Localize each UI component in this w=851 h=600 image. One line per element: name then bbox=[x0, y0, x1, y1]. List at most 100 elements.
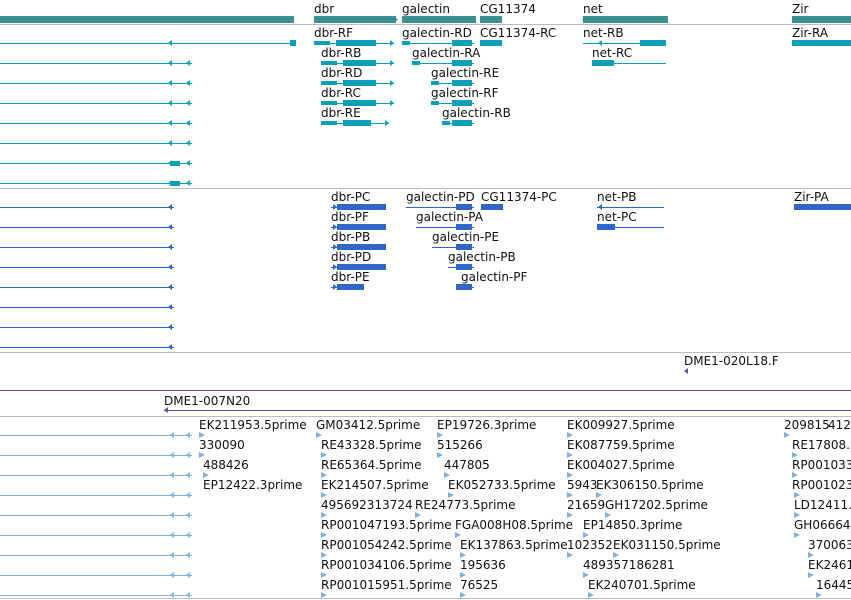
est-label[interactable]: EP19726.3prime bbox=[437, 418, 537, 432]
est-label[interactable]: 489357186281 bbox=[583, 558, 675, 572]
est-label[interactable]: EK009927.5prime bbox=[567, 418, 675, 432]
transcript-label[interactable]: dbr-RD bbox=[321, 66, 363, 80]
est-arrow bbox=[567, 472, 573, 478]
est-label[interactable]: 488426 bbox=[203, 458, 249, 472]
est-label[interactable]: RE43328.5prime bbox=[321, 438, 422, 452]
est-label[interactable]: RE17808. bbox=[792, 438, 850, 452]
transcript-label[interactable]: dbr-RB bbox=[321, 46, 362, 60]
gene-label[interactable]: galectin bbox=[402, 2, 450, 16]
protein-label[interactable]: dbr-PF bbox=[331, 210, 369, 224]
est-arrow bbox=[794, 532, 800, 538]
est-label[interactable]: RP001047193.5prime bbox=[321, 518, 452, 532]
transcript-exon bbox=[402, 41, 410, 45]
clone-label[interactable]: DME1-020L18.F bbox=[684, 354, 779, 368]
est-label[interactable]: 76525 bbox=[460, 578, 499, 592]
est-label[interactable]: EP12422.3prime bbox=[203, 478, 303, 492]
est-label[interactable]: GH17202.5prime bbox=[605, 498, 708, 512]
protein-label[interactable]: galectin-PF bbox=[461, 270, 528, 284]
est-arrow bbox=[588, 592, 594, 598]
est-label[interactable]: EK240701.5prime bbox=[588, 578, 696, 592]
transcript-label[interactable]: net-RC bbox=[592, 46, 633, 60]
est-label[interactable]: EK087759.5prime bbox=[567, 438, 675, 452]
gene-label[interactable]: Zir bbox=[792, 2, 809, 16]
protein-label[interactable]: Zir-PA bbox=[794, 190, 829, 204]
gene-label[interactable]: net bbox=[583, 2, 603, 16]
transcript-exon bbox=[412, 61, 420, 65]
protein-label[interactable]: dbr-PB bbox=[331, 230, 371, 244]
est-label[interactable]: RP001034106.5prime bbox=[321, 558, 452, 572]
transcript-label[interactable]: galectin-RB bbox=[442, 106, 511, 120]
est-arrow bbox=[816, 592, 822, 598]
est-label[interactable]: 209815 bbox=[784, 418, 830, 432]
est-label[interactable]: RE65364.5prime bbox=[321, 458, 422, 472]
transcript-label[interactable]: Zir-RA bbox=[792, 26, 829, 40]
transcript-label[interactable]: galectin-RD bbox=[402, 26, 472, 40]
est-label[interactable]: 102352 bbox=[567, 538, 613, 552]
est-label[interactable]: LD12411. bbox=[794, 498, 851, 512]
est-label[interactable]: 447805 bbox=[444, 458, 490, 472]
transcript-exon bbox=[452, 60, 472, 66]
est-label[interactable]: EP14850.3prime bbox=[583, 518, 683, 532]
est-arrow bbox=[186, 592, 190, 598]
transcript-label[interactable]: dbr-RC bbox=[321, 86, 361, 100]
transcript-label[interactable]: net-RB bbox=[583, 26, 624, 40]
est-label[interactable]: EK306150.5prime bbox=[596, 478, 704, 492]
est-label[interactable]: 370063 bbox=[808, 538, 851, 552]
est-label[interactable]: 5943 bbox=[567, 478, 598, 492]
est-label[interactable]: 412 bbox=[828, 418, 851, 432]
est-label[interactable]: 495692313724 bbox=[321, 498, 413, 512]
protein-strand-arrow bbox=[168, 204, 172, 210]
est-arrow bbox=[460, 572, 466, 578]
transcript-label[interactable]: galectin-RF bbox=[431, 86, 499, 100]
est-label[interactable]: EK052733.5prime bbox=[448, 478, 556, 492]
protein-strand-arrow bbox=[598, 204, 602, 210]
est-arrow bbox=[437, 432, 443, 438]
est-label[interactable]: EK214507.5prime bbox=[321, 478, 429, 492]
est-label[interactable]: RP001033 bbox=[792, 458, 851, 472]
protein-exon bbox=[456, 204, 472, 210]
est-label[interactable]: RP001015951.5prime bbox=[321, 578, 452, 592]
track-separator bbox=[0, 188, 851, 189]
track-separator bbox=[0, 598, 851, 599]
protein-label[interactable]: dbr-PC bbox=[331, 190, 371, 204]
est-label[interactable]: RP001054242.5prime bbox=[321, 538, 452, 552]
est-label[interactable]: GH06664 bbox=[794, 518, 851, 532]
est-label[interactable]: 16445 bbox=[816, 578, 851, 592]
transcript-label[interactable]: galectin-RE bbox=[431, 66, 500, 80]
est-label[interactable]: GM03412.5prime bbox=[316, 418, 421, 432]
est-arrow bbox=[583, 532, 589, 538]
est-label[interactable]: 195636 bbox=[460, 558, 506, 572]
est-label[interactable]: EK2461 bbox=[808, 558, 851, 572]
transcript-label[interactable]: galectin-RA bbox=[412, 46, 481, 60]
transcript-strand-arrow bbox=[168, 100, 172, 106]
protein-label[interactable]: dbr-PE bbox=[331, 270, 370, 284]
transcript-exon bbox=[343, 120, 371, 126]
protein-label[interactable]: galectin-PE bbox=[432, 230, 500, 244]
transcript-label[interactable]: dbr-RF bbox=[314, 26, 353, 40]
gene-bar bbox=[0, 16, 294, 23]
est-label[interactable]: RP001023 bbox=[792, 478, 851, 492]
est-label[interactable]: EK031150.5prime bbox=[613, 538, 721, 552]
est-label[interactable]: 21659 bbox=[567, 498, 606, 512]
est-label[interactable]: RE24773.5prime bbox=[415, 498, 516, 512]
transcript-strand-arrow bbox=[168, 60, 172, 66]
gene-label[interactable]: CG11374 bbox=[480, 2, 536, 16]
protein-label[interactable]: net-PB bbox=[597, 190, 637, 204]
protein-label[interactable]: net-PC bbox=[597, 210, 637, 224]
protein-label[interactable]: dbr-PD bbox=[331, 250, 372, 264]
est-label[interactable]: EK211953.5prime bbox=[199, 418, 307, 432]
clone-label[interactable]: DME1-007N20 bbox=[164, 394, 251, 408]
est-label[interactable]: 330090 bbox=[199, 438, 245, 452]
protein-label[interactable]: galectin-PA bbox=[416, 210, 483, 224]
est-label[interactable]: EK137863.5prime bbox=[460, 538, 568, 552]
est-label[interactable]: EK004027.5prime bbox=[567, 458, 675, 472]
est-arrow bbox=[321, 492, 327, 498]
est-label[interactable]: FGA008H08.5prime bbox=[455, 518, 574, 532]
transcript-label[interactable]: CG11374-RC bbox=[480, 26, 557, 40]
gene-label[interactable]: dbr bbox=[314, 2, 335, 16]
transcript-label[interactable]: dbr-RE bbox=[321, 106, 361, 120]
protein-label[interactable]: galectin-PD bbox=[406, 190, 475, 204]
protein-label[interactable]: galectin-PB bbox=[448, 250, 516, 264]
est-label[interactable]: 515266 bbox=[437, 438, 483, 452]
protein-label[interactable]: CG11374-PC bbox=[481, 190, 557, 204]
